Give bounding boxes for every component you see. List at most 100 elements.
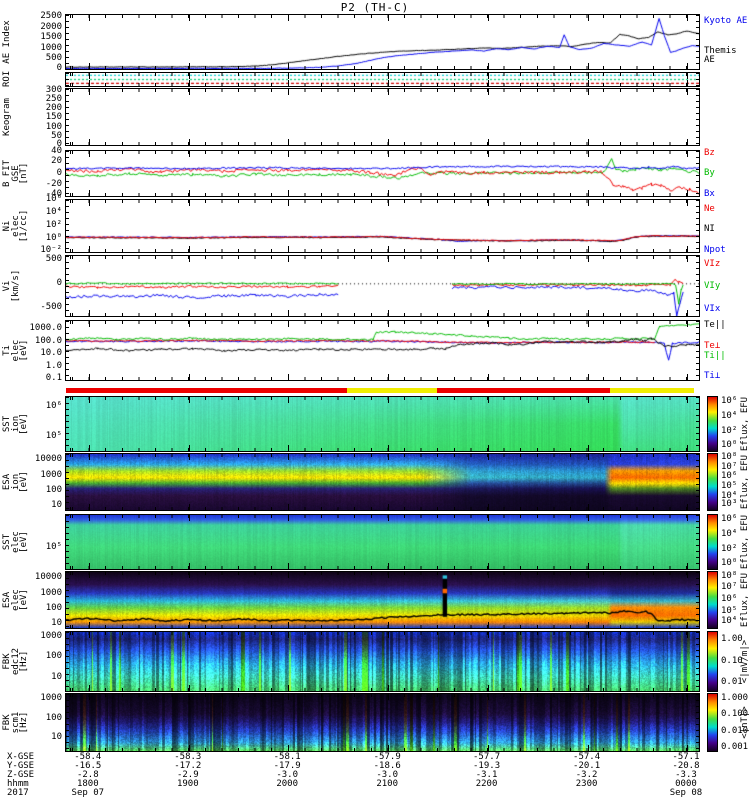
colorbar-sst_ion	[707, 396, 718, 452]
hour-tick	[188, 374, 190, 380]
hour-tick	[88, 139, 90, 145]
y-tick-label: -20	[45, 178, 62, 189]
colorbar-tick-label: 10⁴	[721, 528, 738, 539]
colorbar-tick-label: 10⁷	[721, 461, 738, 472]
series-label-te: Te⊥	[704, 340, 721, 351]
hour-tick	[188, 515, 190, 521]
hour-tick	[188, 15, 190, 21]
axis-label-ti: Ti elec [eV]	[2, 339, 29, 362]
bfit-canvas	[66, 151, 699, 196]
axis-row-header: hhmm	[7, 779, 29, 789]
hour-tick	[388, 515, 390, 521]
hour-tick	[587, 572, 589, 578]
ni-canvas	[66, 200, 699, 252]
y-tick-label: 40	[51, 146, 62, 157]
colorbar-tick-label: 10⁴	[721, 616, 738, 627]
hour-tick	[388, 200, 390, 206]
plot-title: P2 (TH-C)	[340, 1, 410, 14]
colorbar-tick-label: 10⁰	[721, 558, 738, 569]
hour-tick	[388, 694, 390, 700]
axis-row-value: -19.3	[473, 761, 501, 771]
y-minor-ticks	[66, 694, 69, 751]
hour-tick	[487, 694, 489, 700]
hour-tick	[288, 321, 290, 327]
y-tick-label: 10²	[45, 219, 62, 230]
hour-tick	[388, 15, 390, 21]
series-label-kyotoae: Kyoto AE	[704, 15, 748, 26]
y-tick-label: 1000	[40, 692, 62, 703]
hour-tick	[686, 515, 688, 521]
ti-canvas	[66, 321, 699, 380]
colorbar-tick-label: 10⁵	[721, 605, 738, 616]
y-tick-label: 10⁻²	[40, 245, 62, 256]
hour-tick	[487, 572, 489, 578]
minor-time-ticks	[66, 193, 699, 196]
hour-tick	[88, 310, 90, 316]
hour-tick	[686, 73, 688, 79]
series-label-themisae: Themis AE	[704, 46, 737, 66]
series-label-ti: Ti⊥	[704, 371, 721, 382]
hour-tick	[686, 622, 688, 628]
hour-tick	[686, 445, 688, 451]
hour-tick	[587, 256, 589, 262]
axis-row-value: -20.8	[672, 761, 700, 771]
minor-time-ticks	[66, 625, 699, 628]
fbk_scm-canvas	[66, 694, 699, 751]
axis-label-sst_elec: SST elec [eV]	[2, 531, 29, 553]
panel-vi	[65, 255, 700, 317]
hour-tick	[587, 73, 589, 79]
hour-tick	[388, 685, 390, 691]
hour-tick	[188, 63, 190, 69]
minor-time-ticks	[66, 694, 699, 697]
hour-tick	[88, 454, 90, 460]
sst_elec-canvas	[66, 515, 699, 569]
hour-tick	[686, 685, 688, 691]
hour-tick	[487, 15, 489, 21]
y-tick-label: 1000	[40, 631, 62, 642]
axis-row-value: 2200	[475, 779, 498, 789]
panel-bfit	[65, 150, 700, 197]
axis-row-value: -3.1	[475, 770, 498, 780]
hour-tick	[587, 454, 589, 460]
hour-tick	[188, 504, 190, 510]
axis-row-header: X-GSE	[7, 752, 35, 762]
hour-tick	[487, 246, 489, 252]
y-minor-ticks	[66, 200, 69, 252]
colorbar-tick-label: 10²	[721, 543, 738, 554]
hour-tick	[686, 139, 688, 145]
hour-tick	[587, 445, 589, 451]
hour-tick	[587, 632, 589, 638]
hour-tick	[88, 563, 90, 569]
y-minor-ticks	[696, 151, 699, 196]
hour-tick	[388, 397, 390, 403]
y-minor-ticks	[66, 632, 69, 691]
y-minor-ticks	[66, 572, 69, 628]
series-label-npot: Npot	[704, 244, 726, 255]
hour-tick	[188, 445, 190, 451]
sst_ion-canvas	[66, 397, 699, 451]
axis-row-value: -17.2	[174, 761, 202, 771]
hour-tick	[587, 504, 589, 510]
panel-sst_elec	[65, 514, 700, 570]
hour-tick	[388, 563, 390, 569]
minor-time-ticks	[66, 151, 699, 154]
hour-tick	[288, 15, 290, 21]
y-tick-label: 1000	[40, 587, 62, 598]
y-tick-label: 1.0	[45, 360, 62, 371]
hour-tick	[587, 745, 589, 751]
y-minor-ticks	[66, 515, 69, 569]
panel-fbk_edc	[65, 631, 700, 692]
minor-time-ticks	[66, 632, 699, 635]
hour-tick	[288, 310, 290, 316]
y-tick-label: 10000	[34, 454, 62, 465]
hour-tick	[88, 89, 90, 95]
hour-tick	[88, 246, 90, 252]
y-minor-ticks	[696, 256, 699, 316]
hour-tick	[188, 572, 190, 578]
hour-tick	[288, 622, 290, 628]
hour-tick	[388, 151, 390, 157]
axis-row-value: -2.8	[76, 770, 99, 780]
hour-tick	[288, 745, 290, 751]
y-tick-label: 100	[45, 651, 62, 662]
hour-tick	[388, 256, 390, 262]
